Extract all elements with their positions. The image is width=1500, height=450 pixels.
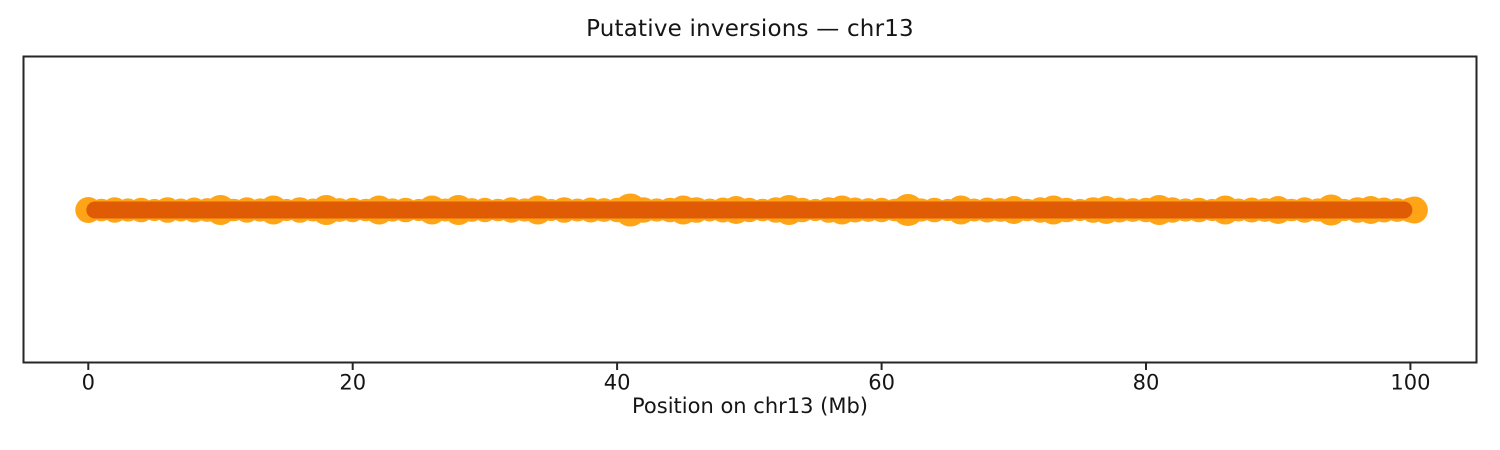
x-tick-label: 60	[868, 371, 895, 395]
x-tick-label: 80	[1133, 371, 1160, 395]
x-tick-label: 100	[1390, 371, 1430, 395]
x-tick-label: 20	[339, 371, 366, 395]
scatter-core-band	[86, 201, 1413, 219]
x-axis-label: Position on chr13 (Mb)	[632, 394, 868, 418]
chart-title: Putative inversions — chr13	[586, 16, 914, 42]
plot-border	[22, 55, 1478, 364]
x-tick-label: 40	[604, 371, 631, 395]
x-tick-label: 0	[82, 371, 95, 395]
